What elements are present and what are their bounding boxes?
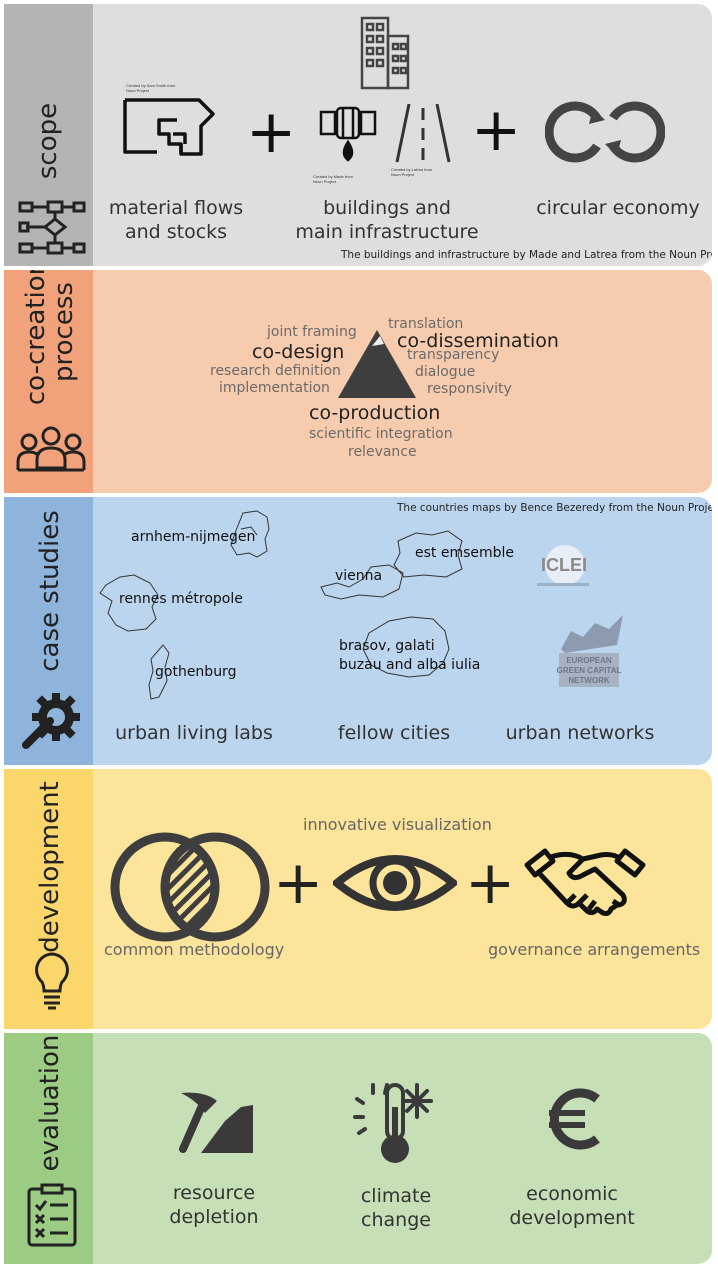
overlapping-circles-icon	[109, 831, 271, 943]
cocreation-band: co-creation process joint framing co-des…	[0, 270, 712, 493]
lightbulb-icon	[32, 951, 72, 1011]
plus-icon: +	[246, 97, 297, 167]
codesign-heading: co-design	[252, 341, 345, 363]
city-gothenburg: gothenburg	[155, 664, 237, 680]
codissemination-heading: co-dissemination	[397, 330, 559, 352]
sweden-map-icon	[143, 643, 173, 701]
evaluation-side: evaluation	[4, 1033, 93, 1264]
svg-text:EUROPEAN: EUROPEAN	[566, 656, 612, 665]
euro-icon	[545, 1087, 605, 1151]
iclei-logo: ICLEI	[527, 543, 601, 593]
handshake-icon	[523, 839, 647, 929]
cocreation-side: co-creation process	[4, 270, 93, 493]
casestudies-side: case studies	[4, 497, 93, 765]
austria-map-icon	[319, 559, 405, 603]
material-flows-label: material flows and stocks	[108, 197, 244, 243]
road-icon	[395, 102, 451, 164]
scope-band: scope Created by Sam Smith from Noun Pro…	[0, 4, 712, 266]
city-vienna: vienna	[335, 568, 383, 584]
svg-text:ICLEI: ICLEI	[541, 555, 587, 575]
buildings-label: buildings and main infrastructure	[295, 197, 479, 243]
circular-economy-label: circular economy	[536, 197, 700, 219]
development-label: development	[35, 781, 65, 953]
evaluation-body: resource depletion climate change econom…	[93, 1033, 712, 1264]
codissemination-term-translation: translation	[388, 316, 464, 332]
eye-icon	[333, 847, 457, 919]
romania-map-icon	[359, 613, 453, 681]
coproduction-term-relevance: relevance	[348, 444, 417, 460]
plus-icon: +	[273, 848, 324, 918]
innovative-visualization-label: innovative visualization	[303, 815, 492, 834]
evaluation-label: evaluation	[35, 1034, 65, 1172]
cocreation-label: co-creation process	[21, 270, 79, 406]
checklist-icon	[26, 1183, 78, 1247]
governance-arrangements-label: governance arrangements	[488, 940, 701, 959]
circular-economy-icon	[545, 98, 665, 166]
casestudies-band: case studies The countries maps by Bence…	[0, 497, 712, 765]
urban-living-labs-label: urban living labs	[115, 722, 273, 744]
green-capital-logo: EUROPEAN GREEN CAPITAL NETWORK	[551, 609, 631, 691]
tiny-credit: Created by Latrea from Noun Project	[391, 167, 433, 177]
pipe-icon	[319, 106, 377, 166]
france-map-icon	[98, 573, 162, 635]
thermometer-sun-snow-icon	[351, 1077, 439, 1167]
codissemination-term-dialogue: dialogue	[415, 364, 476, 380]
tiny-credit: Created by Made from Noun Project	[313, 174, 353, 184]
codesign-term-research-definition: research definition	[210, 363, 341, 379]
gear-wrench-icon	[22, 691, 82, 751]
urban-networks-label: urban networks	[505, 722, 655, 744]
cocreation-body: joint framing co-design research definit…	[93, 270, 712, 493]
plus-icon: +	[471, 95, 522, 165]
people-icon	[16, 424, 86, 474]
coproduction-term-scientific-integration: scientific integration	[309, 426, 453, 442]
city-rennes-metropole: rennes métropole	[119, 591, 243, 607]
city-arnhem-nijmegen: arnhem-nijmegen	[131, 529, 256, 545]
resource-depletion-label: resource depletion	[169, 1182, 259, 1228]
building-icon	[359, 14, 411, 90]
plus-icon: +	[465, 848, 516, 918]
development-band: development innovative visualization	[0, 769, 712, 1029]
casestudies-credit: The countries maps by Bence Bezeredy fro…	[397, 502, 712, 514]
pickaxe-mountain-icon	[175, 1087, 257, 1157]
codesign-term-joint-framing: joint framing	[267, 324, 357, 340]
material-flow-icon	[121, 94, 217, 156]
svg-text:NETWORK: NETWORK	[568, 676, 610, 685]
france-region-map-icon	[388, 529, 466, 581]
tiny-credit: Created by Sam Smith from Noun Project	[126, 83, 176, 93]
economic-development-label: economic development	[509, 1183, 635, 1229]
flowchart-icon	[18, 199, 86, 257]
development-side: development	[4, 769, 93, 1029]
evaluation-band: evaluation	[0, 1033, 712, 1264]
city-brasov-galati: brasov, galati buzau and alba iulia	[339, 638, 481, 673]
scope-side: scope	[4, 4, 93, 266]
scope-label: scope	[33, 102, 63, 180]
codissemination-term-transparency: transparency	[407, 347, 500, 363]
scope-credit: The buildings and infrastructure by Made…	[341, 249, 712, 261]
codesign-term-implementation: implementation	[219, 380, 330, 396]
common-methodology-label: common methodology	[104, 940, 285, 959]
casestudies-body: The countries maps by Bence Bezeredy fro…	[93, 497, 712, 765]
mountain-icon	[336, 328, 418, 400]
casestudies-label: case studies	[35, 510, 65, 672]
climate-change-label: climate change	[360, 1185, 432, 1231]
development-body: innovative visualization +	[93, 769, 712, 1029]
coproduction-heading: co-production	[309, 402, 441, 424]
fellow-cities-label: fellow cities	[337, 722, 451, 744]
svg-text:GREEN CAPITAL: GREEN CAPITAL	[557, 666, 622, 675]
codissemination-term-responsivity: responsivity	[427, 381, 512, 397]
city-est-emsemble: est emsemble	[415, 545, 515, 561]
netherlands-map-icon	[227, 509, 273, 561]
scope-body: Created by Sam Smith from Noun Project +	[93, 4, 712, 266]
